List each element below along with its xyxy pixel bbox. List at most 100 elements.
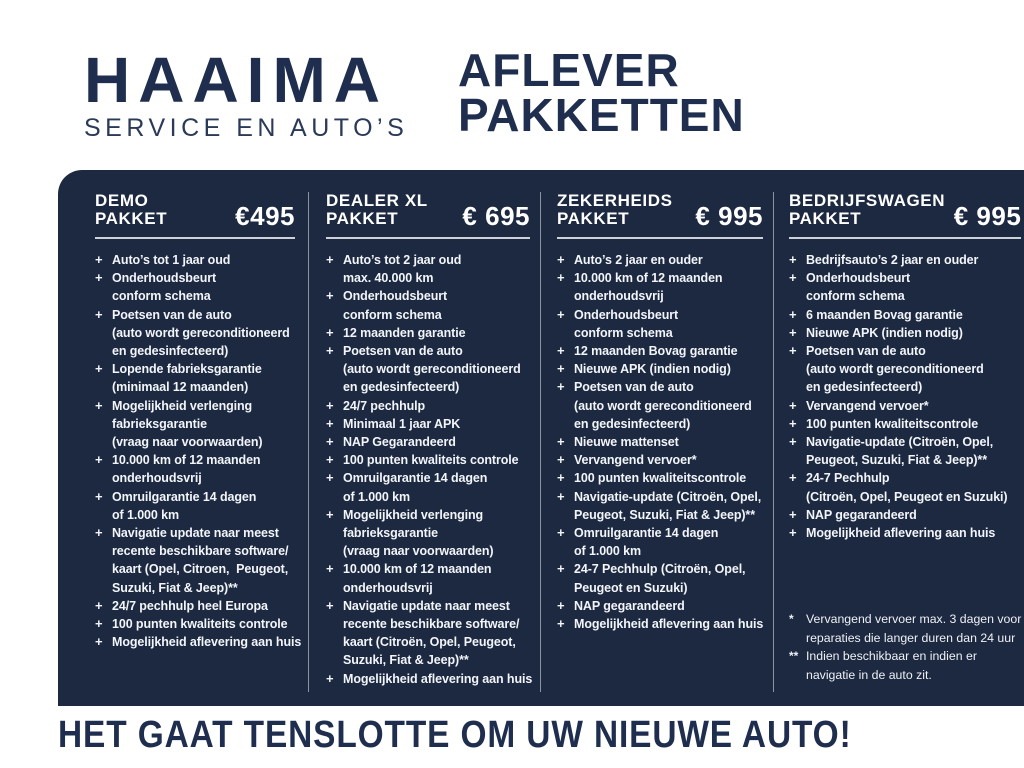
- package-item: + NAP gegarandeerd: [789, 506, 1021, 524]
- item-line: Nieuwe mattenset: [574, 435, 679, 450]
- item-line: 100 punten kwaliteitscontrole: [806, 416, 979, 431]
- package-item: + Mogelijkheid aflevering aan huis: [789, 524, 1021, 542]
- plus-bullet: +: [557, 470, 565, 486]
- item-line: Navigatie update naar meest: [343, 598, 510, 613]
- item-line: Auto’s tot 2 jaar oud: [343, 253, 462, 267]
- package-item-text: 100 punten kwaliteits controle: [343, 451, 519, 469]
- package-item-text: 100 punten kwaliteitscontrole: [806, 415, 978, 433]
- item-line: kaart (Citroën, Opel, Peugeot,: [343, 635, 516, 650]
- item-line: Onderhoudsbeurt: [574, 307, 679, 322]
- item-line: (minimaal 12 maanden): [112, 380, 249, 395]
- package-item: + NAP gegarandeerd: [557, 597, 763, 615]
- plus-bullet: +: [557, 525, 565, 541]
- plus-bullet: +: [789, 525, 797, 541]
- item-line: Omruilgarantie 14 dagen: [112, 489, 257, 504]
- item-line: 10.000 km of 12 maanden: [574, 271, 723, 286]
- item-line: Omruilgarantie 14 dagen: [343, 471, 488, 486]
- item-line: Onderhoudsbeurt: [112, 271, 217, 286]
- package-item-text: 12 maanden garantie: [343, 324, 466, 342]
- plus-bullet: +: [557, 306, 565, 322]
- package-name: DEALER XL PAKKET: [326, 192, 428, 228]
- package-item-text: Auto’s tot 1 jaar oud: [112, 251, 230, 269]
- package-item: +100 punten kwaliteits controle: [95, 615, 295, 633]
- package-item: + Onderhoudsbeurt conform schema: [789, 269, 1021, 305]
- page-title-line1: AFLEVER: [458, 44, 680, 96]
- package-item-text: 10.000 km of 12 maanden onderhoudsvrij: [574, 269, 723, 305]
- package-item: +6 maanden Bovag garantie: [789, 306, 1021, 324]
- package-name-line: DEMO: [95, 191, 149, 210]
- tagline: HET GAAT TENSLOTTE OM UW NIEUWE AUTO!: [58, 714, 852, 756]
- plus-bullet: +: [326, 252, 334, 267]
- package-name-line: BEDRIJFSWAGEN: [789, 191, 946, 210]
- item-line: Bedrijfsauto’s 2 jaar en ouder: [806, 253, 979, 267]
- package-item: + Navigatie update naar meest recente besc…: [95, 524, 295, 597]
- item-line: Poetsen van de auto: [574, 380, 694, 395]
- package-item-text: Navigatie update naar meest recente besch…: [343, 597, 519, 670]
- package-item-text: Vervangend vervoer*: [806, 397, 929, 415]
- footnote-text: Indien beschikbaar en indien er navigatie…: [806, 647, 977, 684]
- package-item: + Auto’s tot 1 jaar oud: [95, 251, 295, 269]
- package-item: +24-7 Pechhulp (Citroën, Opel, Peugeot en…: [557, 560, 763, 596]
- plus-bullet: +: [326, 415, 334, 431]
- item-line: 12 maanden Bovag garantie: [574, 344, 738, 359]
- package-item-text: Nieuwe APK (indien nodig): [574, 360, 731, 378]
- item-line: onderhoudsvrij: [112, 471, 202, 486]
- package-item-text: 100 punten kwaliteits controle: [112, 615, 288, 633]
- package-item: +24/7 pechhulp: [326, 397, 530, 415]
- plus-bullet: +: [789, 252, 797, 267]
- item-line: recente beschikbare software/: [343, 617, 520, 632]
- package-item-text: Onderhoudsbeurt conform schema: [343, 287, 447, 323]
- package-item-text: Mogelijkheid aflevering aan huis: [806, 524, 995, 542]
- package-item: + Lopende fabrieksgarantie (minimaal 12 ma…: [95, 360, 295, 396]
- package-column: BEDRIJFSWAGEN PAKKET € 995 + Bedrijfsauto’s …: [773, 192, 1024, 692]
- plus-bullet: +: [95, 634, 103, 650]
- plus-bullet: +: [95, 452, 103, 468]
- package-header: DEALER XL PAKKET € 695: [326, 192, 530, 231]
- item-line: conform schema: [343, 307, 442, 322]
- package-item: + Bedrijfsauto’s 2 jaar en ouder: [789, 251, 1021, 269]
- plus-bullet: +: [326, 397, 334, 413]
- package-item-text: Minimaal 1 jaar APK: [343, 415, 460, 433]
- page-title: AFLEVER PAKKETTEN: [458, 44, 745, 138]
- package-item: + Auto’s 2 jaar en ouder: [557, 251, 763, 269]
- package-item: +100 punten kwaliteitscontrole: [557, 469, 763, 487]
- package-price: € 995: [695, 201, 763, 231]
- package-item: +10.000 km of 12 maanden onderhoudsvrij: [326, 560, 530, 596]
- package-column: DEMO PAKKET €495 + Auto’s tot 1 jaar oud + Ond…: [95, 192, 308, 692]
- item-line: Vervangend vervoer*: [806, 398, 929, 413]
- plus-bullet: +: [557, 434, 565, 450]
- plus-bullet: +: [326, 343, 334, 359]
- item-line: recente beschikbare software/: [112, 544, 289, 559]
- item-line: en gedesinfecteerd): [806, 380, 923, 395]
- package-item: +12 maanden garantie: [326, 324, 530, 342]
- package-item-text: NAP gegarandeerd: [574, 597, 685, 615]
- item-line: Navigatie-update (Citroën, Opel,: [574, 489, 762, 504]
- plus-bullet: +: [326, 470, 334, 486]
- item-line: 24-7 Pechhulp: [806, 471, 890, 486]
- packages-panel: DEMO PAKKET €495 + Auto’s tot 1 jaar oud + Ond…: [58, 170, 1024, 706]
- package-item-text: Lopende fabrieksgarantie (minimaal 12 maa…: [112, 360, 262, 396]
- package-item: + Poetsen van de auto (auto wordt gerecond…: [95, 306, 295, 361]
- package-item: + Omruilgarantie 14 dagen of 1.000 km: [95, 488, 295, 524]
- item-line: fabrieksgarantie: [343, 526, 438, 541]
- package-item-text: Poetsen van de auto (auto wordt gerecondi…: [806, 342, 984, 397]
- package-item-text: NAP gegarandeerd: [806, 506, 917, 524]
- package-item-text: Mogelijkheid verlenging fabrieksgarantie (…: [343, 506, 494, 561]
- plus-bullet: +: [326, 597, 334, 613]
- package-item-text: 10.000 km of 12 maanden onderhoudsvrij: [343, 560, 492, 596]
- plus-bullet: +: [95, 616, 103, 632]
- plus-bullet: +: [95, 252, 103, 267]
- brand-subtitle: SERVICE EN AUTO’S: [84, 114, 409, 142]
- plus-bullet: +: [326, 434, 334, 450]
- item-line: conform schema: [112, 289, 211, 304]
- plus-bullet: +: [95, 397, 103, 413]
- plus-bullet: +: [326, 288, 334, 304]
- package-price: € 695: [462, 201, 530, 231]
- package-item-text: Auto’s 2 jaar en ouder: [574, 251, 703, 269]
- item-line: Nieuwe APK (indien nodig): [806, 325, 963, 340]
- package-item: + Onderhoudsbeurt conform schema: [95, 269, 295, 305]
- plus-bullet: +: [557, 561, 565, 577]
- package-item-text: Mogelijkheid verlenging fabrieksgarantie (…: [112, 397, 263, 452]
- footnotes: * Vervangend vervoer max. 3 dagen voor rep…: [789, 610, 1021, 684]
- package-item-text: Poetsen van de auto (auto wordt gerecondi…: [112, 306, 290, 361]
